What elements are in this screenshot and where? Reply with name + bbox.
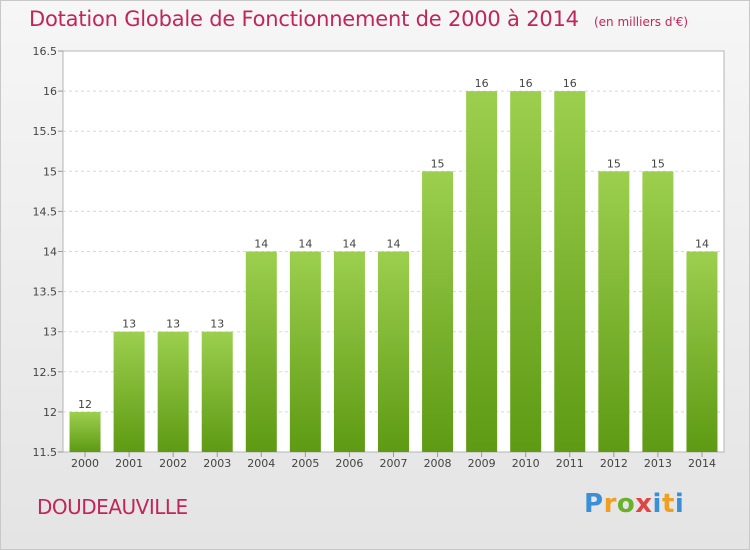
bar-2000 xyxy=(69,411,101,452)
logo-letter: P xyxy=(584,489,604,519)
data-label: 13 xyxy=(210,318,224,331)
x-tick-label: 2005 xyxy=(291,457,319,470)
bar-2006 xyxy=(333,251,365,452)
x-tick-label: 2010 xyxy=(512,457,540,470)
x-tick-label: 2012 xyxy=(600,457,628,470)
x-tick-label: 2004 xyxy=(247,457,275,470)
x-tick-label: 2007 xyxy=(380,457,408,470)
logo-letter: r xyxy=(603,489,617,519)
data-label: 14 xyxy=(695,238,709,251)
y-tick-label: 14 xyxy=(43,246,57,259)
x-tick-label: 2001 xyxy=(115,457,143,470)
logo-letter: o xyxy=(616,489,636,519)
proxiti-logo[interactable]: Proxiti xyxy=(584,489,684,519)
y-tick-label: 15 xyxy=(43,165,57,178)
x-tick-label: 2011 xyxy=(556,457,584,470)
y-tick-label: 16 xyxy=(43,85,57,98)
x-tick-label: 2003 xyxy=(203,457,231,470)
data-label: 14 xyxy=(387,238,401,251)
bar-2005 xyxy=(289,251,321,452)
x-tick-label: 2014 xyxy=(688,457,716,470)
data-label: 13 xyxy=(122,318,136,331)
bar-2007 xyxy=(378,251,409,452)
y-tick-label: 15.5 xyxy=(33,125,58,138)
bar-2009 xyxy=(466,91,498,452)
data-label: 15 xyxy=(431,157,445,170)
commune-name: DOUDEAUVILLE xyxy=(37,495,188,519)
data-label: 12 xyxy=(78,398,92,411)
logo-letter: i xyxy=(674,489,685,519)
y-tick-label: 14.5 xyxy=(33,205,58,218)
bar-2012 xyxy=(598,171,630,453)
bar-2011 xyxy=(554,91,586,452)
x-tick-label: 2009 xyxy=(468,457,496,470)
y-tick-label: 12.5 xyxy=(33,366,58,379)
y-tick-label: 12 xyxy=(43,406,57,419)
x-tick-label: 2000 xyxy=(71,457,99,470)
x-tick-label: 2006 xyxy=(335,457,363,470)
data-label: 15 xyxy=(607,157,621,170)
logo-letter: x xyxy=(635,489,653,519)
chart-title: Dotation Globale de Fonctionnement de 20… xyxy=(29,7,579,31)
x-tick-label: 2002 xyxy=(159,457,187,470)
y-tick-label: 13 xyxy=(43,326,57,339)
bar-2001 xyxy=(113,331,145,452)
data-label: 16 xyxy=(563,77,577,90)
y-tick-label: 16.5 xyxy=(33,45,58,58)
bar-2003 xyxy=(201,331,233,452)
data-label: 14 xyxy=(298,238,312,251)
title-row: Dotation Globale de Fonctionnement de 20… xyxy=(29,7,688,31)
data-label: 15 xyxy=(651,157,665,170)
y-tick-label: 13.5 xyxy=(33,286,58,299)
data-label: 16 xyxy=(519,77,533,90)
y-tick-label: 11.5 xyxy=(33,446,58,459)
bar-2014 xyxy=(686,251,718,452)
data-label: 14 xyxy=(254,238,268,251)
chart-subtitle: (en milliers d'€) xyxy=(593,15,689,29)
logo-letter: i xyxy=(652,489,662,519)
x-tick-label: 2008 xyxy=(424,457,452,470)
logo-letter: t xyxy=(661,489,675,519)
bar-2002 xyxy=(157,331,189,452)
bar-2010 xyxy=(510,91,542,452)
x-tick-label: 2013 xyxy=(644,457,672,470)
data-label: 13 xyxy=(166,318,180,331)
data-label: 14 xyxy=(342,238,356,251)
bar-2013 xyxy=(642,171,674,453)
bar-2004 xyxy=(245,251,277,452)
data-label: 16 xyxy=(475,77,489,90)
bar-2008 xyxy=(422,171,454,453)
